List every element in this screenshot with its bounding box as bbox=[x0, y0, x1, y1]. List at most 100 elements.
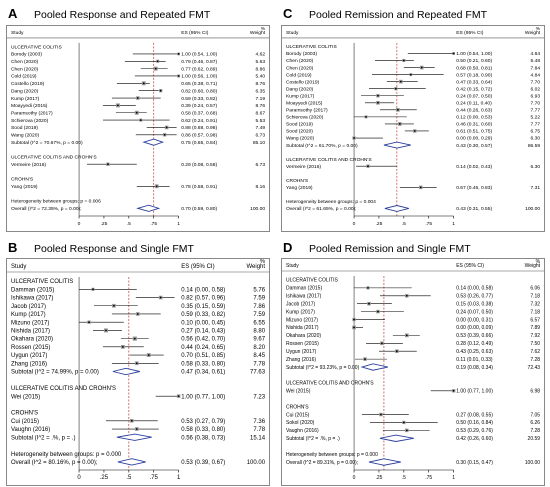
study-point bbox=[116, 104, 119, 107]
header-weight: Weight bbox=[246, 264, 265, 270]
study-weight-text: 7.49 bbox=[256, 125, 266, 131]
study-point bbox=[364, 358, 366, 361]
study-point bbox=[130, 419, 133, 422]
study-point bbox=[377, 310, 379, 313]
study-es-text: 0.53 (0.26, 0.77) bbox=[456, 294, 493, 300]
study-weight-text: 6.73 bbox=[256, 162, 266, 168]
study-label: Damman (2015) bbox=[11, 287, 54, 293]
study-weight-text: 7.19 bbox=[256, 96, 266, 102]
study-weight-text: 7.89 bbox=[530, 325, 540, 331]
study-label: Okahara (2020) bbox=[11, 337, 53, 343]
study-es-text: 0.47 (0.33, 0.64) bbox=[456, 79, 492, 85]
study-weight-text: 5.63 bbox=[256, 59, 266, 65]
study-weight-text: 7.28 bbox=[530, 428, 540, 434]
study-point bbox=[88, 321, 90, 324]
study-weight-text: 8.45 bbox=[253, 353, 265, 359]
subtotal-weight-text: 15.14 bbox=[250, 435, 266, 441]
group-label: ULCERATIVE COLITIS AND CROHN'S bbox=[286, 157, 372, 163]
study-es-text: 0.24 (0.11, 0.40) bbox=[456, 101, 492, 107]
study-point bbox=[368, 302, 370, 305]
study-es-text: 0.29 (0.08, 0.58) bbox=[181, 162, 217, 168]
study-point bbox=[413, 130, 416, 132]
study-point bbox=[136, 97, 139, 99]
study-label: Moayyedi (2015) bbox=[11, 103, 48, 109]
study-es-text: 0.14 (0.00, 0.58) bbox=[181, 287, 225, 293]
panel-b-title: Pooled Response and Single FMT bbox=[34, 243, 194, 255]
study-label: Kump (2017) bbox=[11, 96, 40, 102]
study-es-text: 0.15 (0.03, 0.38) bbox=[456, 301, 493, 307]
x-tick-label: .5 bbox=[127, 221, 131, 227]
study-weight-text: 6.35 bbox=[256, 88, 266, 94]
overall-label: Overall (I^2 = 89.31%, p = 0.00); bbox=[286, 460, 358, 466]
study-label: Jacob (2017) bbox=[11, 304, 46, 310]
panel-b-frame: Study ES (95% CI)% Weight ULCERATIVE COLITI… bbox=[6, 258, 270, 486]
x-tick-label: 0 bbox=[78, 221, 81, 227]
study-label: Uygun (2017) bbox=[286, 349, 317, 355]
study-es-text: 0.50 (0.16, 0.84) bbox=[456, 420, 493, 426]
overall-weight-text: 100.00 bbox=[525, 460, 541, 466]
group-label: CROHN'S bbox=[286, 178, 309, 184]
study-es-text: 0.14 (0.00, 0.58) bbox=[456, 286, 493, 292]
panel-c: C Pooled Remission and Repeated FMT Stud… bbox=[275, 0, 550, 235]
study-label: Chen (2020) bbox=[11, 66, 39, 72]
group-label: ULCERATIVE COLITIS AND CROHN'S bbox=[11, 386, 116, 392]
study-weight-text: 6.06 bbox=[530, 286, 540, 292]
study-es-text: 0.00 (0.00, 0.31) bbox=[456, 317, 493, 323]
subtotal-es-text: 0.43 (0.30, 0.57) bbox=[456, 143, 492, 149]
subtotal-weight-text: 86.59 bbox=[528, 143, 541, 149]
study-weight-text: 6.57 bbox=[530, 317, 540, 323]
study-point bbox=[155, 185, 158, 188]
study-label: Dang (2020) bbox=[286, 86, 314, 92]
study-label: Chen (2020) bbox=[286, 65, 314, 71]
x-tick-label: .75 bbox=[425, 475, 432, 481]
study-label: Kump (2017) bbox=[286, 309, 315, 315]
study-weight-text: 9.67 bbox=[253, 337, 265, 343]
study-label: Cui (2015) bbox=[286, 412, 310, 418]
overall-diamond bbox=[368, 458, 401, 466]
study-label: Moayyedi (2015) bbox=[286, 101, 323, 107]
study-weight-text: 8.86 bbox=[256, 66, 266, 72]
x-tick-label: 1 bbox=[177, 475, 181, 481]
x-tick-label: 1 bbox=[452, 475, 455, 481]
study-es-text: 0.58 (0.33, 0.80) bbox=[181, 361, 225, 367]
forest-plot-d: Study ES (95% CI)%Weight ULCERATIVE COLITI… bbox=[282, 259, 544, 481]
study-es-text: 0.88 (0.68, 0.98) bbox=[181, 125, 217, 131]
study-point bbox=[135, 111, 138, 114]
subtotal-es-text: 0.56 (0.38, 0.73) bbox=[181, 435, 225, 441]
header-weight-pct: % bbox=[536, 26, 541, 32]
study-point bbox=[399, 80, 402, 83]
study-weight-text: 7.18 bbox=[530, 309, 540, 315]
study-label: Schierova (2020) bbox=[286, 115, 324, 121]
study-point bbox=[398, 123, 401, 125]
study-es-text: 0.77 (0.62, 0.89) bbox=[181, 66, 217, 72]
study-label: Ishikawa (2017) bbox=[286, 294, 322, 300]
study-es-text: 0.62 (0.24, 0.91) bbox=[181, 118, 217, 124]
panel-d-frame: Study ES (95% CI)% Weight ULCERATIVE COLITI… bbox=[281, 258, 545, 486]
study-label: Okahara (2020) bbox=[286, 333, 321, 339]
study-point bbox=[365, 115, 367, 118]
study-es-text: 0.82 (0.60, 0.80) bbox=[181, 88, 217, 94]
study-point bbox=[135, 362, 138, 365]
header-weight-pct: % bbox=[536, 259, 541, 265]
study-label: Cold (2019) bbox=[286, 72, 312, 78]
study-label: Yang (2019) bbox=[11, 184, 38, 190]
study-label: Jacob (2017) bbox=[286, 301, 316, 307]
study-label: Kump (2017) bbox=[286, 93, 315, 99]
study-point bbox=[107, 163, 109, 166]
study-point bbox=[402, 421, 405, 424]
study-weight-text: 8.76 bbox=[256, 103, 266, 109]
group-label: ULCERATIVE COLITIS AND CROHN'S bbox=[11, 155, 97, 161]
study-point bbox=[402, 59, 405, 62]
study-weight-text: 4.84 bbox=[531, 72, 541, 78]
study-point bbox=[377, 101, 379, 104]
x-tick-label: 1 bbox=[452, 221, 455, 227]
study-weight-text: 7.77 bbox=[531, 108, 541, 114]
study-weight-text: 7.23 bbox=[253, 394, 265, 400]
study-es-text: 0.24 (0.07, 0.50) bbox=[456, 93, 492, 99]
group-label: ULCERATIVE COLITIS bbox=[286, 44, 337, 50]
study-weight-text: 8.76 bbox=[256, 81, 266, 87]
study-label: Zhang (2016) bbox=[11, 361, 47, 367]
forest-plot-a: Study ES (95% CI)%Weight ULCERATIVE COLITI… bbox=[7, 26, 269, 227]
subtotal-label: Subtotal (I^2 = .%, p = .) bbox=[11, 435, 76, 441]
study-point bbox=[105, 329, 107, 332]
